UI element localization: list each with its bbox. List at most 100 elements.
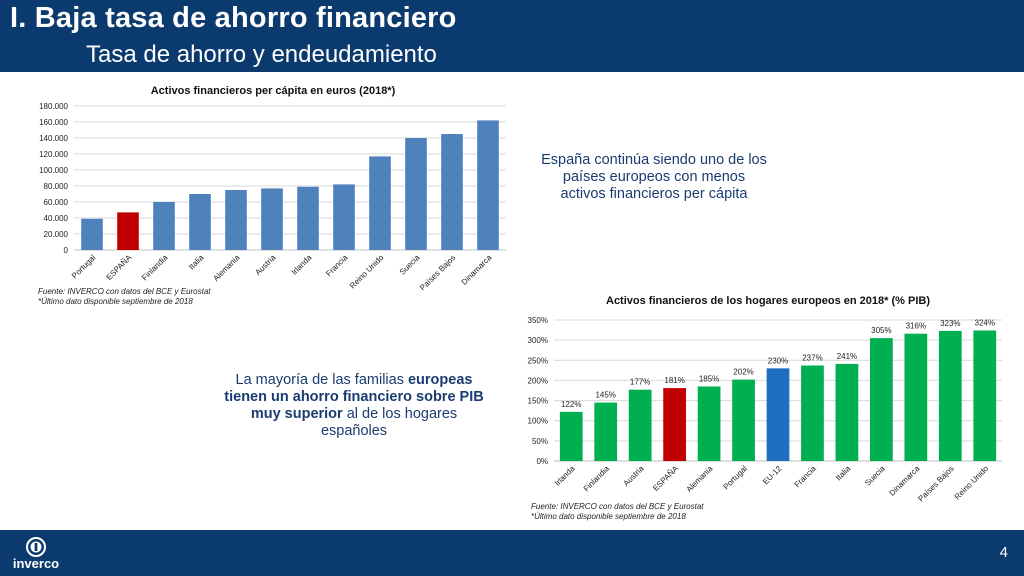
- bar-españa: [663, 388, 686, 461]
- x-tick-label: Austria: [253, 253, 277, 277]
- data-label: 185%: [699, 374, 719, 383]
- chart-title: Activos financieros per cápita en euros …: [151, 85, 396, 97]
- inverco-logo-icon: [26, 537, 46, 557]
- x-tick-label: Finlandia: [140, 253, 170, 283]
- chart-household-assets-gdp-svg: Activos financieros de los hogares europ…: [528, 295, 1002, 502]
- x-tick-label: Dinamarca: [460, 253, 494, 287]
- source-note-left-line1: Fuente: INVERCO con datos del BCE y Euro…: [38, 287, 211, 296]
- y-tick-label: 100%: [528, 417, 548, 426]
- x-tick-label: Países Bajos: [418, 253, 457, 290]
- y-tick-label: 140.000: [39, 134, 68, 143]
- bar-españa: [117, 212, 139, 250]
- x-tick-label: Alemania: [685, 464, 715, 494]
- x-tick-label: Dinamarca: [888, 464, 922, 498]
- callout-bottom: La mayoría de las familias europeas tien…: [222, 372, 486, 440]
- source-note-left-line2: *Último dato disponible septiembre de 20…: [38, 297, 193, 306]
- page-number: 4: [999, 544, 1008, 561]
- data-label: 230%: [768, 356, 788, 365]
- y-tick-label: 180.000: [39, 102, 68, 111]
- y-tick-label: 60.000: [44, 198, 69, 207]
- x-tick-label: Irlanda: [553, 464, 577, 488]
- x-tick-label: EU-12: [761, 464, 784, 487]
- data-label: 181%: [664, 376, 684, 385]
- x-tick-label: Francia: [793, 464, 819, 490]
- x-tick-label: Países Bajos: [916, 464, 955, 502]
- x-tick-label: ESPAÑA: [105, 253, 134, 282]
- chart-title: Activos financieros de los hogares europ…: [606, 295, 930, 307]
- y-tick-label: 300%: [528, 336, 548, 345]
- slide-footer: inverco 4: [0, 530, 1024, 576]
- x-tick-label: Irlanda: [290, 253, 314, 277]
- y-tick-label: 40.000: [44, 214, 69, 223]
- y-tick-label: 0: [64, 246, 69, 255]
- bar-portugal: [81, 218, 103, 250]
- x-tick-label: Italia: [187, 253, 206, 272]
- bar-dinamarca: [477, 120, 499, 251]
- y-tick-label: 50%: [532, 437, 548, 446]
- source-note-left: Fuente: INVERCO con datos del BCE y Euro…: [38, 287, 211, 307]
- y-tick-label: 0%: [536, 457, 548, 466]
- bar-irlanda: [297, 186, 319, 250]
- x-tick-label: Francia: [324, 253, 350, 279]
- data-label: 305%: [871, 326, 891, 335]
- x-tick-label: Suecia: [398, 253, 422, 277]
- data-label: 316%: [906, 322, 926, 331]
- bar-italia: [189, 194, 211, 250]
- data-label: 323%: [940, 319, 960, 328]
- bar-alemania: [225, 190, 247, 250]
- logo-wordmark: inverco: [12, 556, 60, 571]
- bar-suecia: [405, 138, 427, 250]
- data-label: 237%: [802, 354, 822, 363]
- bar-finlandia: [594, 402, 618, 461]
- x-tick-label: Suecia: [863, 464, 887, 488]
- data-label: 241%: [837, 352, 857, 361]
- callout-bottom-bold: europeas tienen un ahorro financiero sob…: [224, 372, 484, 422]
- slide-subtitle: Tasa de ahorro y endeudamiento: [86, 41, 437, 68]
- chart-assets-per-capita: Activos financieros per cápita en euros …: [28, 80, 516, 290]
- y-tick-label: 100.000: [39, 166, 68, 175]
- x-tick-label: Reino Unido: [348, 253, 386, 290]
- x-tick-label: ESPAÑA: [651, 464, 680, 493]
- slide-header: I. Baja tasa de ahorro financiero Tasa d…: [0, 0, 1024, 72]
- bar-alemania: [697, 386, 721, 461]
- data-label: 324%: [975, 318, 995, 327]
- y-tick-label: 20.000: [44, 230, 69, 239]
- x-tick-label: Reino Unido: [953, 464, 991, 502]
- y-tick-label: 80.000: [44, 182, 69, 191]
- bar-portugal: [732, 379, 755, 461]
- x-tick-label: Alemania: [211, 253, 241, 283]
- data-label: 122%: [561, 400, 581, 409]
- bar-reino-unido: [369, 156, 391, 250]
- source-note-right: Fuente: INVERCO con datos del BCE y Euro…: [531, 502, 704, 522]
- bar-países-bajos: [441, 134, 463, 250]
- bar-francia: [333, 184, 355, 250]
- y-tick-label: 120.000: [39, 150, 68, 159]
- bar-suecia: [870, 338, 893, 461]
- x-tick-label: Austria: [622, 464, 646, 488]
- x-tick-label: Italia: [834, 464, 853, 483]
- y-tick-label: 160.000: [39, 118, 68, 127]
- bar-austria: [261, 188, 283, 250]
- bar-italia: [835, 363, 859, 461]
- source-note-right-line2: *Último dato disponible septiembre de 20…: [531, 512, 686, 521]
- x-tick-label: Finlandia: [582, 464, 612, 494]
- bar-eu-12: [766, 368, 790, 461]
- y-tick-label: 200%: [528, 376, 548, 385]
- callout-bottom-text-2: al de los hogares españoles: [320, 406, 458, 439]
- bar-finlandia: [153, 202, 175, 250]
- source-note-right-line1: Fuente: INVERCO con datos del BCE y Euro…: [531, 502, 704, 511]
- bar-países-bajos: [938, 330, 962, 461]
- bar-irlanda: [559, 411, 583, 461]
- data-label: 177%: [630, 378, 650, 387]
- data-label: 145%: [595, 391, 615, 400]
- y-tick-label: 250%: [528, 356, 548, 365]
- slide-title: I. Baja tasa de ahorro financiero: [10, 2, 457, 34]
- bar-francia: [801, 365, 824, 461]
- bar-reino-unido: [973, 330, 997, 461]
- x-tick-label: Portugal: [722, 464, 750, 492]
- chart-household-assets-gdp: Activos financieros de los hogares europ…: [518, 290, 1018, 502]
- callout-top: España continúa siendo uno de los países…: [541, 152, 767, 202]
- chart-assets-per-capita-svg: Activos financieros per cápita en euros …: [39, 85, 506, 290]
- y-tick-label: 350%: [528, 316, 548, 325]
- x-tick-label: Portugal: [70, 253, 98, 281]
